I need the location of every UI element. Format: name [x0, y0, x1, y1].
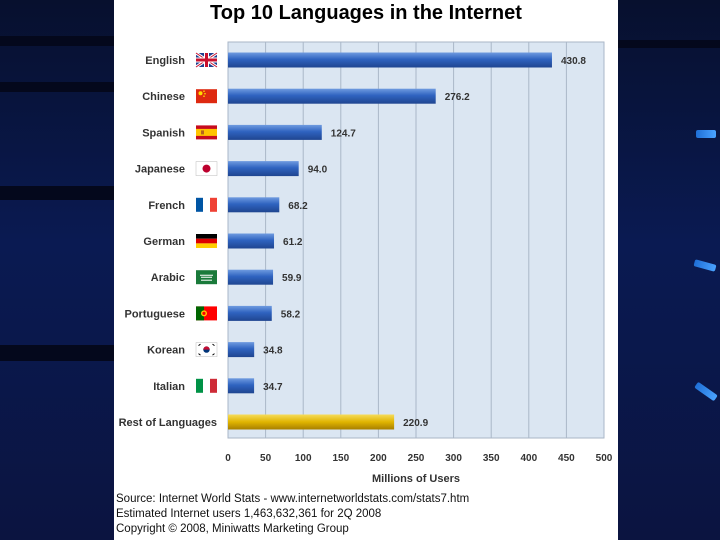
decorative-stripe: [0, 186, 114, 200]
data-label: 34.7: [263, 382, 283, 393]
uk-flag-icon: [195, 51, 218, 69]
decorative-accent: [696, 130, 716, 138]
x-tick-label: 50: [260, 453, 272, 464]
bar: [228, 197, 280, 213]
data-label: 59.9: [282, 273, 302, 284]
category-label: German: [143, 236, 185, 248]
category-label: Arabic: [151, 272, 185, 284]
category-label: Korean: [147, 345, 185, 357]
data-label: 430.8: [561, 56, 586, 67]
data-label: 94.0: [308, 165, 328, 176]
chart-title: Top 10 Languages in the Internet: [210, 2, 522, 24]
bar: [228, 52, 552, 68]
italy-flag-icon: [196, 378, 217, 393]
bar: [228, 124, 322, 140]
x-tick-label: 150: [332, 453, 349, 464]
data-label: 124.7: [331, 128, 356, 139]
bar: [228, 161, 299, 177]
bar: [228, 378, 255, 394]
chart-panel: Top 10 Languages in the Internet 0 50 100 1…: [114, 0, 618, 540]
portugal-flag-icon: [196, 306, 217, 321]
data-label: 68.2: [288, 201, 308, 212]
decorative-stripe: [618, 40, 720, 48]
saudi-flag-icon: [196, 270, 217, 285]
france-flag-icon: [196, 197, 217, 212]
data-label: 276.2: [445, 92, 470, 103]
decorative-stripe: [0, 345, 114, 361]
bar: [228, 305, 272, 321]
bar: [228, 414, 395, 430]
bar: [228, 233, 275, 249]
category-label: Spanish: [142, 127, 185, 139]
bar: [228, 269, 274, 285]
germany-flag-icon: [196, 234, 217, 248]
copyright-note: Copyright © 2008, Miniwatts Marketing Gr…: [116, 523, 349, 535]
x-tick-label: 350: [483, 453, 500, 464]
x-tick-label: 500: [596, 453, 613, 464]
bar: [228, 342, 255, 358]
x-tick-label: 300: [445, 453, 462, 464]
spain-flag-icon: [196, 125, 217, 140]
category-label: Portuguese: [124, 308, 185, 320]
x-tick-label: 0: [225, 453, 231, 464]
x-tick-label: 200: [370, 453, 387, 464]
category-label: Japanese: [135, 164, 185, 176]
x-tick-label: 450: [558, 453, 575, 464]
decorative-stripe: [0, 82, 114, 92]
x-tick-label: 250: [408, 453, 425, 464]
china-flag-icon: [196, 89, 217, 104]
data-label: 220.9: [403, 418, 428, 429]
x-axis-label: Millions of Users: [372, 473, 460, 485]
x-tick-label: 400: [520, 453, 537, 464]
source-note: Source: Internet World Stats - www.inter…: [116, 493, 470, 505]
category-label: English: [145, 55, 185, 67]
data-label: 61.2: [283, 237, 303, 248]
bar: [228, 88, 436, 104]
bar-chart: 0 50 100 150 200 250 300 350 400 450 500 Millions o…: [119, 41, 613, 485]
category-label: French: [148, 200, 185, 212]
decorative-stripe: [0, 36, 114, 46]
category-label: Rest of Languages: [119, 417, 217, 429]
japan-flag-icon: [195, 161, 218, 176]
data-label: 34.8: [263, 346, 283, 357]
category-label: Chinese: [142, 91, 185, 103]
data-label: 58.2: [281, 309, 301, 320]
category-label: Italian: [153, 381, 185, 393]
korea-flag-icon: [195, 342, 218, 357]
estimate-note: Estimated Internet users 1,463,632,361 f…: [116, 508, 382, 520]
x-tick-label: 100: [295, 453, 312, 464]
